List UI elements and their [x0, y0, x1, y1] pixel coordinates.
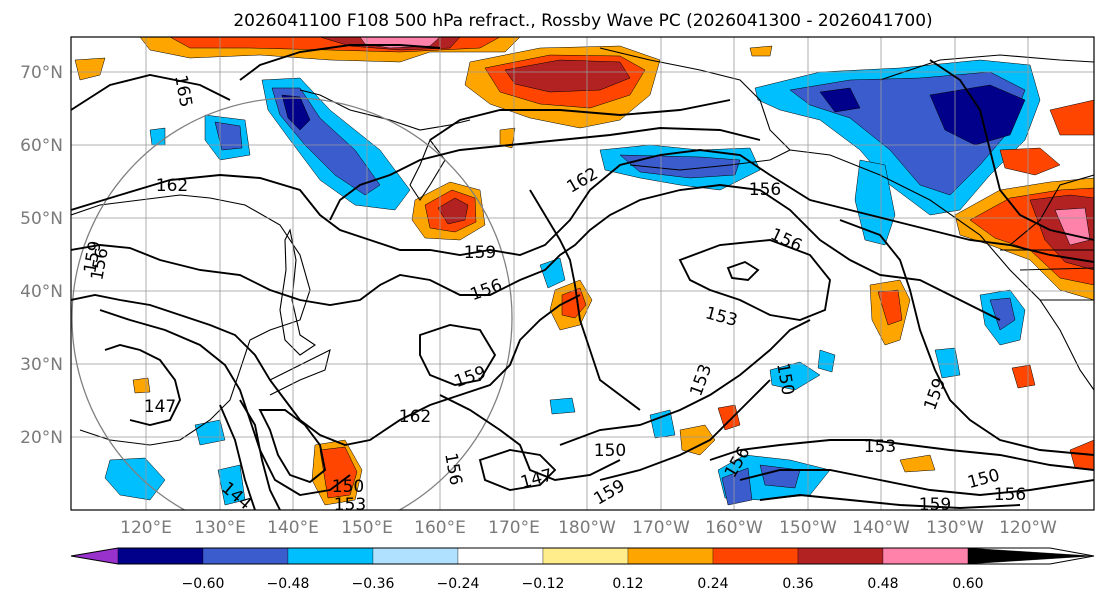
lon-label: 170°W: [632, 518, 690, 538]
lon-label: 130°W: [926, 518, 984, 538]
lat-label-50: 50°N: [20, 209, 63, 229]
negative-anomaly-region: [281, 94, 311, 131]
positive-anomaly-region: [499, 127, 516, 149]
colorbar-tick-label: 0.12: [612, 576, 643, 592]
gridlines: [71, 37, 1094, 510]
colorbar-segment: [882, 547, 969, 565]
lon-label: 150°W: [779, 518, 837, 538]
negative-anomaly-region: [819, 87, 861, 113]
lon-label: 120°W: [999, 518, 1057, 538]
positive-anomaly-region: [437, 197, 469, 225]
negative-anomaly-region: [929, 84, 1026, 146]
colorbar-tick-label: 0.48: [867, 576, 898, 592]
contour-label: 150: [332, 477, 364, 497]
positive-anomaly-region: [899, 454, 936, 473]
colorbar-segment: [627, 547, 714, 565]
colorbar-tick-label: 0.60: [952, 576, 983, 592]
negative-anomaly-region: [934, 347, 961, 379]
positive-anomaly-region: [679, 424, 716, 456]
contour-label: 156: [994, 485, 1026, 505]
negative-anomaly-region: [149, 127, 166, 146]
map-frame: [70, 36, 1095, 511]
lon-label: 150°E: [341, 518, 393, 538]
lat-label-40: 40°N: [20, 282, 63, 302]
refractivity-contours: [71, 44, 1094, 510]
positive-anomaly-region: [74, 57, 106, 81]
negative-anomaly-region: [649, 409, 676, 439]
positive-anomaly-region: [1049, 99, 1094, 136]
contour-label: 150: [594, 441, 626, 461]
colorbar-segment: [70, 547, 119, 565]
lat-label-30: 30°N: [20, 355, 63, 375]
colorbar-tick-label: −0.12: [522, 576, 565, 592]
colorbar-tick-label: −0.60: [182, 576, 225, 592]
lon-label: 160°W: [705, 518, 763, 538]
contour-label: 162: [399, 407, 431, 427]
positive-anomaly-region: [749, 45, 773, 57]
contour-label: 156: [749, 180, 781, 200]
colorbar-segment: [202, 547, 289, 565]
lat-label-60: 60°N: [20, 136, 63, 156]
negative-anomaly-region: [104, 457, 166, 501]
lat-label-20: 20°N: [20, 428, 63, 448]
colorbar-tick-label: −0.24: [437, 576, 480, 592]
negative-anomaly-region: [549, 397, 576, 415]
contour-label: 162: [156, 176, 188, 196]
contour-label: 159: [464, 243, 496, 263]
negative-anomaly-region: [721, 467, 753, 506]
negative-anomaly-region: [817, 349, 836, 373]
colorbar-segment: [797, 547, 884, 565]
colorbar-segment: [117, 547, 204, 565]
lon-label: 140°E: [267, 518, 319, 538]
negative-anomaly-region: [854, 159, 896, 246]
contour-label: 153: [864, 437, 896, 457]
colorbar-segment: [712, 547, 799, 565]
longitude-labels: 120°E 130°E 140°E 150°E 160°E 170°E 180°…: [120, 518, 1057, 538]
negative-anomaly-region: [217, 464, 246, 506]
negative-anomaly-region: [989, 297, 1016, 331]
negative-anomaly-region: [769, 361, 821, 391]
colorbar-segment: [542, 547, 629, 565]
contour-label: 147: [144, 397, 176, 417]
colorbar-segment: [287, 547, 374, 565]
positive-anomaly-region: [1011, 364, 1036, 389]
colorbar-segment: [967, 547, 1095, 565]
lon-label: 130°E: [194, 518, 246, 538]
colorbar-segment: [372, 547, 459, 565]
lon-label: 180°W: [558, 518, 616, 538]
map-title: 2026041100 F108 500 hPa refract., Rossby…: [233, 11, 932, 31]
positive-anomaly-region: [504, 59, 631, 93]
lon-label: 160°E: [414, 518, 466, 538]
negative-anomaly-region: [194, 419, 226, 446]
colorbar: −0.60 −0.48 −0.36 −0.24 −0.12 0.12 0.24 …: [70, 547, 1095, 592]
colorbar-tick-label: −0.48: [267, 576, 310, 592]
colorbar-tick-label: 0.36: [782, 576, 813, 592]
positive-anomaly-region: [717, 404, 741, 431]
positive-anomaly-region: [132, 377, 151, 394]
lon-label: 140°W: [852, 518, 910, 538]
colorbar-tick-label: 0.24: [697, 576, 728, 592]
colorbar-tick-label: −0.36: [352, 576, 395, 592]
reference-circle: [71, 97, 513, 510]
map-area: 165 162 159 156 153 150 147 144 162 159 …: [71, 37, 1094, 515]
latitude-labels: 70°N 60°N 50°N 40°N 30°N 20°N: [20, 63, 63, 448]
positive-anomaly-region: [1069, 439, 1094, 471]
lon-label: 120°E: [120, 518, 172, 538]
colorbar-outline: [70, 547, 1095, 565]
positive-anomaly-region: [999, 147, 1061, 176]
contour-label: 153: [334, 495, 366, 515]
negative-anomaly-region: [619, 154, 741, 179]
lon-label: 170°E: [488, 518, 540, 538]
colorbar-segment: [457, 547, 544, 565]
contour-label: 159: [919, 495, 951, 515]
lat-label-70: 70°N: [20, 63, 63, 83]
